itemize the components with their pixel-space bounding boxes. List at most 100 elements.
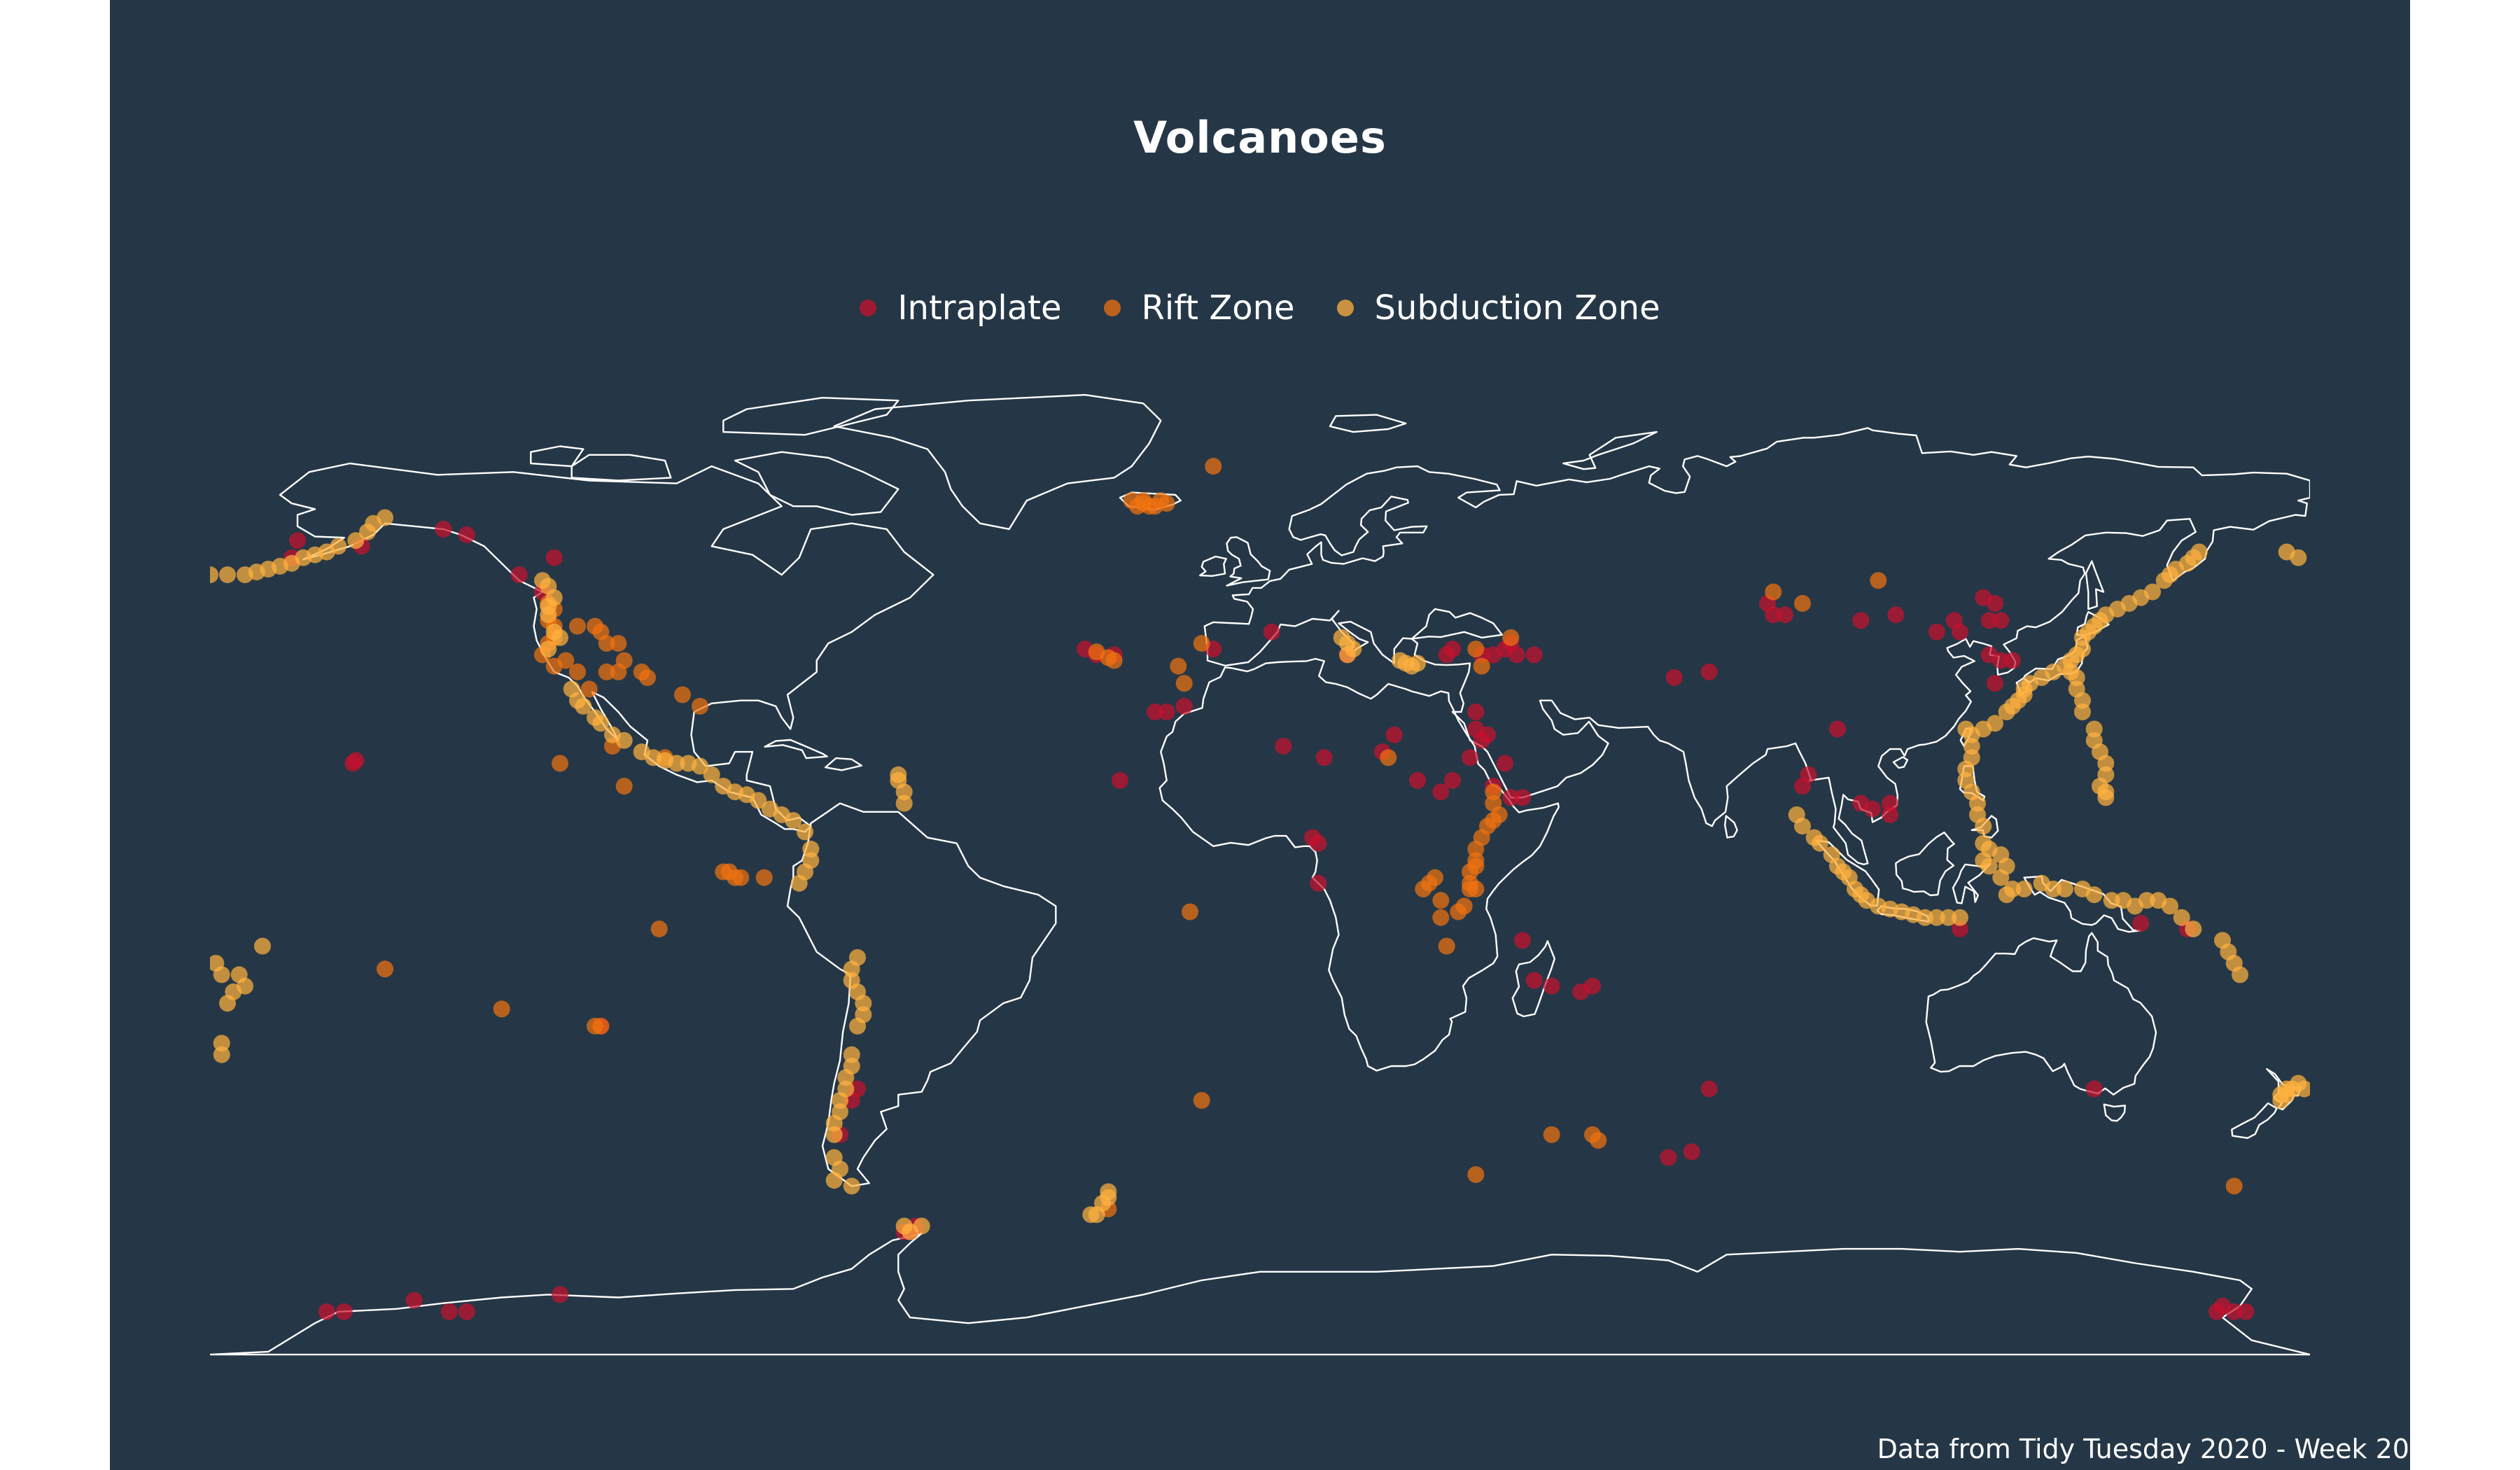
volcano-point-subduction-zone <box>790 874 808 892</box>
volcano-point-rift-zone <box>1205 458 1222 475</box>
coastline-ellesmere <box>722 397 899 436</box>
map-panel <box>110 0 2410 1470</box>
coastline-banks-island <box>530 445 584 468</box>
volcano-point-rift-zone <box>569 663 586 680</box>
volcano-point-rift-zone <box>732 869 750 886</box>
volcano-point-intraplate <box>1887 606 1905 624</box>
volcano-point-intraplate <box>1525 646 1543 664</box>
volcano-point-rift-zone <box>1175 675 1193 692</box>
map-title: Volcanoes <box>1133 112 1387 163</box>
volcano-point-subduction-zone <box>540 606 557 624</box>
volcano-point-rift-zone <box>610 635 627 652</box>
volcano-point-intraplate <box>458 526 475 543</box>
volcano-point-subduction-zone <box>377 509 393 526</box>
volcano-point-subduction-zone <box>1409 654 1426 672</box>
volcano-point-rift-zone <box>633 663 650 680</box>
coastline-north-america <box>279 462 934 833</box>
volcano-point-subduction-zone <box>254 937 271 955</box>
volcano-point-subduction-zone <box>2103 892 2120 909</box>
volcano-point-intraplate <box>1992 612 2010 629</box>
volcano-point-intraplate <box>1147 704 1163 720</box>
volcano-point-intraplate <box>1829 720 1846 738</box>
volcano-point-subduction-zone <box>1805 829 1823 846</box>
volcano-point-intraplate <box>1683 1143 1700 1161</box>
volcano-point-intraplate <box>1444 771 1461 789</box>
volcano-point-subduction-zone <box>2068 669 2085 686</box>
coastline-borneo <box>1895 832 1955 897</box>
volcano-point-rift-zone <box>1415 881 1432 897</box>
volcano-point-subduction-zone <box>1088 1206 1105 1224</box>
volcano-point-rift-zone <box>755 869 773 886</box>
volcano-point-intraplate <box>1409 771 1426 789</box>
volcano-point-rift-zone <box>1135 492 1152 510</box>
volcano-point-subduction-zone <box>1975 834 1992 852</box>
coastline-madagascar <box>1511 940 1555 1018</box>
volcano-point-intraplate <box>1928 623 1945 640</box>
volcano-point-rift-zone <box>598 635 615 652</box>
volcano-point-rift-zone <box>650 920 668 938</box>
volcano-point-subduction-zone <box>1788 806 1805 823</box>
volcano-point-subduction-zone <box>2214 932 2231 949</box>
volcano-point-rift-zone <box>1467 640 1485 658</box>
volcano-point-subduction-zone <box>2173 909 2190 926</box>
volcano-point-intraplate <box>1514 789 1531 806</box>
legend-label-intraplate: Intraplate <box>897 288 1062 328</box>
volcano-point-rift-zone <box>1467 881 1485 897</box>
coastline-novaya-zemlya <box>1562 430 1658 470</box>
volcano-point-intraplate <box>1263 623 1280 640</box>
volcano-point-intraplate <box>1794 778 1811 795</box>
volcano-point-subduction-zone <box>849 1017 866 1035</box>
volcano-point-intraplate <box>318 1303 335 1320</box>
series-rift-zone <box>377 458 2243 1217</box>
volcano-point-intraplate <box>552 1286 568 1303</box>
volcano-point-subduction-zone <box>213 966 230 983</box>
coastline-ireland <box>1199 555 1227 577</box>
legend-label-rift-zone: Rift Zone <box>1141 288 1295 328</box>
volcano-point-intraplate <box>458 1303 475 1320</box>
volcano-point-rift-zone <box>615 778 633 795</box>
volcano-point-rift-zone <box>580 680 598 698</box>
volcano-point-rift-zone <box>552 755 568 772</box>
volcano-point-subduction-zone <box>825 1172 843 1189</box>
volcano-point-rift-zone <box>569 617 586 635</box>
volcano-point-rift-zone <box>1543 1126 1560 1143</box>
volcano-point-intraplate <box>1310 874 1327 892</box>
volcano-point-intraplate <box>1525 972 1543 989</box>
coastline-australia <box>1925 932 2157 1096</box>
volcano-point-intraplate <box>1700 663 1718 680</box>
volcano-point-subduction-zone <box>2185 920 2202 938</box>
volcano-point-intraplate <box>2237 1303 2255 1320</box>
volcano-point-subduction-zone <box>797 823 813 841</box>
volcano-point-rift-zone <box>674 686 691 704</box>
volcano-point-intraplate <box>1882 794 1898 812</box>
coastline-greenland <box>833 393 1162 531</box>
legend-item-subduction-zone: Subduction Zone <box>1336 288 1660 328</box>
data-source-caption: Data from Tidy Tuesday 2020 - Week 20 <box>1877 1434 2409 1464</box>
coastline-hispaniola <box>825 757 862 771</box>
volcano-point-subduction-zone <box>1100 1189 1117 1206</box>
volcano-point-subduction-zone <box>890 766 907 783</box>
volcano-point-subduction-zone <box>750 792 767 809</box>
volcano-point-subduction-zone <box>213 1046 230 1063</box>
volcano-point-intraplate <box>335 1303 353 1320</box>
legend-item-rift-zone: Rift Zone <box>1103 288 1295 328</box>
volcano-point-subduction-zone <box>213 1035 230 1052</box>
volcano-point-intraplate <box>510 566 528 584</box>
volcano-point-intraplate <box>2214 1297 2231 1315</box>
legend-item-intraplate: Intraplate <box>860 288 1062 328</box>
volcano-point-rift-zone <box>1193 1092 1210 1109</box>
volcano-point-rift-zone <box>692 697 708 715</box>
coastline-sulawesi <box>1952 862 1991 904</box>
volcano-point-intraplate <box>1462 749 1478 766</box>
volcano-point-intraplate <box>1315 749 1333 766</box>
coastline-antarctica <box>210 1232 2310 1356</box>
volcano-point-intraplate <box>1432 783 1450 801</box>
volcano-point-rift-zone <box>1438 937 1455 955</box>
volcano-point-rift-zone <box>587 1017 603 1035</box>
volcano-point-subduction-zone <box>2144 583 2161 601</box>
legend-dot-subduction-zone <box>1336 300 1354 316</box>
volcano-point-subduction-zone <box>913 1217 930 1235</box>
volcano-point-rift-zone <box>1432 892 1450 909</box>
volcano-point-subduction-zone <box>843 1177 860 1195</box>
volcano-point-rift-zone <box>1473 657 1490 675</box>
